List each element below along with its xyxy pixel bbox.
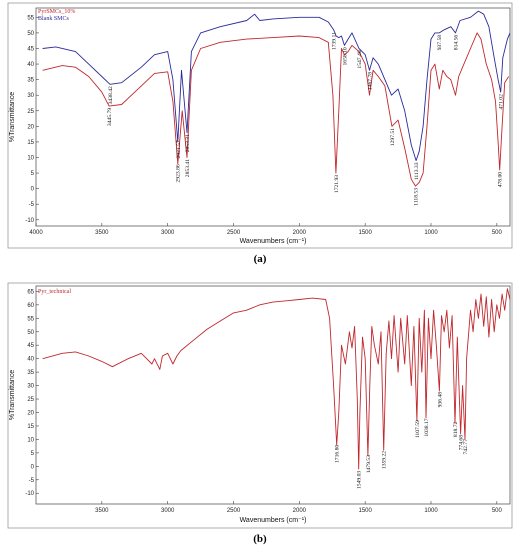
series-line-blank-smcs — [42, 10, 511, 162]
peak-label: 1118.53 — [413, 188, 419, 206]
panel-b-frame — [7, 282, 513, 529]
y-tick-label: 50 — [27, 330, 34, 336]
y-tick-label: 10 — [27, 155, 34, 161]
peak-label: 1107.59 — [415, 420, 421, 438]
y-tick-label: 55 — [27, 15, 34, 21]
x-tick-label: 2500 — [227, 230, 241, 236]
y-tick-label: 25 — [27, 397, 34, 403]
x-tick-label: 2500 — [227, 508, 241, 514]
x-tick-label: 500 — [492, 508, 503, 514]
peak-label: 1297.51 — [390, 128, 396, 146]
x-tick-label: 1500 — [358, 508, 372, 514]
y-tick-label: 65 — [27, 289, 34, 295]
y-tick-label: 35 — [27, 78, 34, 84]
peak-label: 1359.22 — [382, 451, 388, 469]
x-tick-label: 2000 — [293, 230, 307, 236]
x-tick-label: 500 — [492, 230, 503, 236]
x-tick-label: 1000 — [424, 230, 438, 236]
y-tick-label: 15 — [27, 424, 34, 430]
y-tick-label: 5 — [31, 451, 35, 457]
peak-label: 1467.78 — [367, 72, 373, 90]
x-tick-label: 1000 — [424, 508, 438, 514]
peak-label: 3445.79 — [107, 108, 113, 126]
panel-a-y-axis-title: %Transmittance — [9, 92, 16, 142]
series-line-pyr-technical — [42, 288, 511, 470]
peak-label: 2921.57 — [176, 140, 182, 158]
y-tick-label: 20 — [27, 410, 34, 416]
y-tick-label: 30 — [27, 93, 34, 99]
peak-label: 478.00 — [498, 172, 504, 188]
caption-a: (a) — [254, 253, 267, 265]
peak-label: 936.48 — [437, 392, 443, 408]
peak-label: 1658.10 — [342, 47, 348, 65]
panel-a-x-axis-title: Wavenumbers (cm⁻¹) — [240, 238, 307, 245]
peak-label: 1113.33 — [414, 162, 420, 180]
y-tick-label: 35 — [27, 370, 34, 376]
peak-label: 1549.03 — [357, 471, 363, 489]
peak-label: 1547.40 — [357, 50, 363, 68]
y-tick-label: -10 — [25, 218, 34, 224]
y-tick-label: -10 — [25, 491, 34, 497]
x-tick-label: 1500 — [358, 230, 372, 236]
y-tick-label: 20 — [27, 124, 34, 130]
x-tick-label: 3500 — [95, 230, 109, 236]
panel-a: -10 -5 0 5 10 15 20 25 30 35 40 45 50 55 4000 3500 3000 2… — [7, 2, 513, 249]
peak-label: 2853.41 — [185, 159, 191, 177]
y-tick-label: 0 — [31, 187, 35, 193]
y-tick-label: 40 — [27, 357, 34, 363]
peak-label: 1721.93 — [334, 175, 340, 193]
panel-b-x-axis-title: Wavenumbers (cm⁻¹) — [240, 517, 307, 524]
peak-label: 818.72 — [453, 422, 459, 438]
peak-label: 774.68 — [459, 435, 465, 451]
peak-label: 742.77 — [463, 439, 469, 455]
panel-b-legend-pyr-technical: Pyr_technical — [38, 289, 71, 295]
panel-a-plot-area — [35, 7, 511, 227]
peak-label: 3438.42 — [108, 86, 114, 104]
peak-label: 1038.17 — [424, 418, 430, 436]
y-tick-label: 40 — [27, 62, 34, 68]
peak-label: 2923.86 — [176, 164, 182, 182]
x-tick-label: 3000 — [161, 508, 175, 514]
panel-b-y-axis-title: %Transmittance — [9, 370, 16, 420]
panel-b: -10 -5 0 5 10 15 20 25 30 35 40 45 50 55 60 65 3500 3000 2… — [7, 282, 513, 529]
y-tick-label: 50 — [27, 31, 34, 37]
y-tick-label: 0 — [31, 464, 35, 470]
y-tick-label: 45 — [27, 343, 34, 349]
y-tick-label: 10 — [27, 437, 34, 443]
peak-label: 1739.11 — [332, 32, 338, 50]
peak-label: 937.58 — [437, 35, 443, 51]
y-tick-label: 25 — [27, 109, 34, 115]
peak-label: 1479.53 — [366, 455, 372, 473]
caption-b: (b) — [253, 533, 267, 545]
y-tick-label: 5 — [31, 171, 35, 177]
peak-label: 471.02 — [499, 94, 505, 110]
y-tick-label: 45 — [27, 46, 34, 52]
panel-b-plot-area — [35, 285, 511, 505]
y-tick-label: 60 — [27, 303, 34, 309]
x-tick-label: 2000 — [293, 508, 307, 514]
y-tick-label: 30 — [27, 384, 34, 390]
y-tick-label: -5 — [29, 478, 35, 484]
panel-a-frame — [7, 2, 513, 249]
y-tick-label: 55 — [27, 316, 34, 322]
panel-a-legend-blank-smcs: Blank SMCs — [38, 16, 70, 22]
peak-label: 1716.80 — [335, 445, 341, 463]
peak-label: 814.56 — [453, 35, 459, 51]
x-tick-label: 4000 — [29, 230, 43, 236]
x-tick-label: 3000 — [161, 230, 175, 236]
panel-a-legend-pyrsmcs: PyrSMCs_10% — [38, 9, 75, 15]
series-line-pyrsmcs-10- — [42, 32, 510, 187]
peak-label: 2853.31 — [185, 134, 191, 152]
y-tick-label: -5 — [29, 202, 35, 208]
y-tick-label: 15 — [27, 140, 34, 146]
x-tick-label: 3500 — [95, 508, 109, 514]
